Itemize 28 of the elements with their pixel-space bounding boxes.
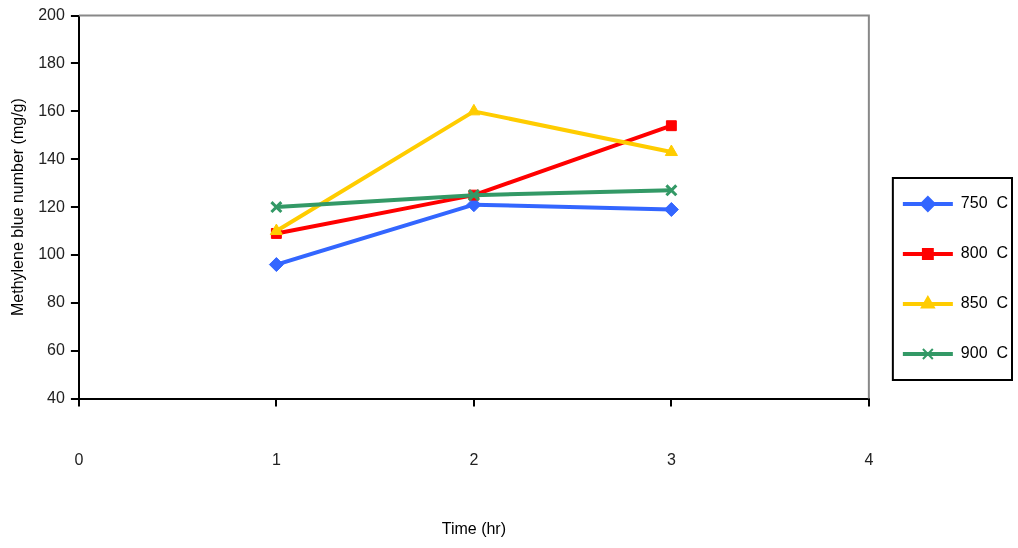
y-axis-title: Methylene blue number (mg/g): [9, 98, 27, 317]
y-tick-label: 140: [38, 149, 65, 167]
y-tick-label: 160: [38, 101, 65, 119]
y-tick-label: 40: [47, 389, 65, 407]
y-tick-label: 120: [38, 197, 65, 215]
x-tick-label: 2: [469, 450, 479, 468]
point: [268, 257, 284, 273]
y-tick-label: 200: [38, 6, 65, 24]
legend-label: 750 C: [960, 194, 1008, 212]
point: [664, 183, 678, 197]
y-tick-label: 180: [38, 53, 65, 71]
x-tick-label: 1: [271, 450, 281, 468]
y-tick-label: 100: [38, 245, 65, 263]
point: [269, 223, 283, 236]
legend-label: 850 C: [960, 294, 1008, 312]
x-axis-title: Time (hr): [441, 519, 507, 537]
point: [664, 144, 678, 157]
x-tick-label: 3: [666, 450, 676, 468]
x-tick-label: 4: [864, 450, 874, 468]
x-tick-label: 0: [74, 450, 84, 468]
point: [665, 120, 677, 132]
point: [663, 201, 679, 217]
point: [269, 200, 283, 214]
y-tick-label: 80: [47, 293, 65, 311]
point: [467, 103, 481, 116]
legend-label: 900 C: [960, 344, 1008, 362]
legend-label: 800 C: [960, 244, 1008, 262]
y-tick-label: 60: [47, 341, 65, 359]
